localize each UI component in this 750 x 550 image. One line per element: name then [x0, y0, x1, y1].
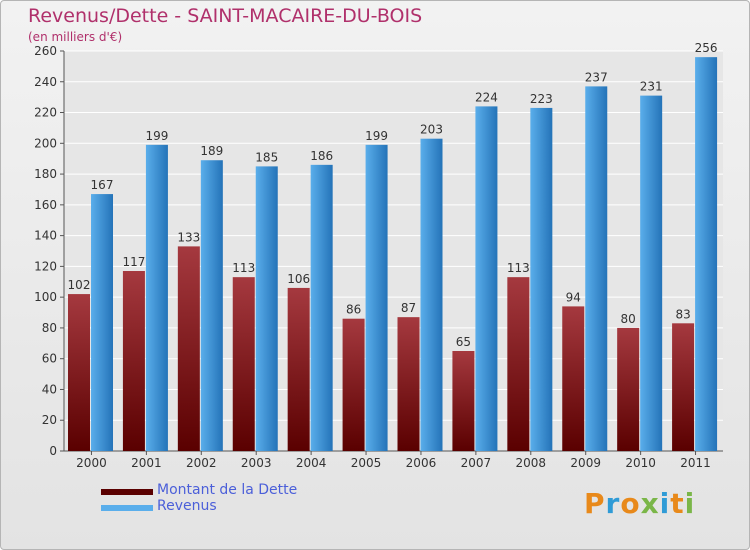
data-label-revenue: 199	[365, 129, 388, 143]
y-tick-label: 260	[34, 44, 57, 58]
logo-letter: x	[640, 487, 660, 520]
logo-letter: t	[670, 487, 685, 520]
x-tick-label: 2008	[516, 456, 547, 470]
bar-revenue	[530, 107, 553, 451]
logo-letter: P	[584, 487, 606, 520]
y-tick-label: 140	[34, 229, 57, 243]
bar-debt	[342, 318, 365, 451]
data-label-debt: 113	[507, 261, 530, 275]
data-labels: 102 167 117 199 133 189 113 185 106 186 86 199 87 203…	[68, 41, 718, 349]
bar-revenue	[365, 144, 388, 451]
bar-debt	[177, 246, 200, 451]
y-tick-label: 220	[34, 106, 57, 120]
data-label-debt: 65	[456, 335, 471, 349]
data-label-debt: 117	[122, 255, 145, 269]
x-tick-label: 2011	[680, 456, 711, 470]
data-label-revenue: 223	[530, 92, 553, 106]
x-tick-label: 2010	[625, 456, 656, 470]
legend-swatch-debt	[101, 489, 153, 495]
y-tick-label: 200	[34, 136, 57, 150]
data-label-revenue: 231	[640, 80, 663, 94]
x-tick-label: 2004	[296, 456, 327, 470]
y-tick-label: 240	[34, 75, 57, 89]
y-tick-label: 60	[42, 352, 57, 366]
x-tick-label: 2003	[241, 456, 272, 470]
proxiti-logo: Proxiti	[584, 487, 695, 520]
bar-debt	[672, 323, 695, 451]
logo-letter: r	[605, 487, 621, 520]
x-tick-label: 2000	[76, 456, 107, 470]
bars	[68, 57, 718, 452]
chart-title: Revenus/Dette - SAINT-MACAIRE-DU-BOIS	[28, 5, 423, 27]
data-label-debt: 83	[675, 307, 690, 321]
x-tick-label: 2006	[406, 456, 437, 470]
legend-label-debt: Montant de la Dette	[157, 482, 298, 498]
y-tick-label: 160	[34, 198, 57, 212]
legend-swatch-revenue	[101, 505, 153, 511]
data-label-debt: 94	[566, 290, 581, 304]
data-label-revenue: 237	[585, 70, 608, 84]
data-label-revenue: 185	[255, 150, 278, 164]
data-label-revenue: 167	[91, 178, 114, 192]
data-label-debt: 87	[401, 301, 416, 315]
bar-revenue	[255, 166, 278, 451]
y-tick-label: 80	[42, 321, 57, 335]
bar-debt	[122, 271, 145, 451]
bar-revenue	[640, 95, 663, 451]
bar-debt	[507, 277, 530, 451]
logo-letter: i	[684, 487, 696, 520]
plot-area	[64, 51, 723, 451]
bar-revenue	[475, 106, 498, 451]
bar-revenue	[695, 57, 718, 452]
bar-revenue	[310, 164, 333, 451]
bar-revenue	[91, 194, 113, 452]
x-tick-label: 2005	[351, 456, 382, 470]
bar-revenue	[585, 86, 608, 451]
y-tick-label: 100	[34, 290, 57, 304]
data-label-debt: 106	[287, 272, 310, 286]
data-label-debt: 113	[232, 261, 255, 275]
logo-letter: o	[620, 487, 641, 520]
y-tick-label: 180	[34, 167, 57, 181]
y-tick-label: 20	[42, 413, 57, 427]
x-axis: 2000 2001 2002 2003 2004 2005 2006 2007 2008 2009…	[76, 451, 711, 470]
bar-debt	[452, 351, 475, 451]
data-label-debt: 86	[346, 303, 361, 317]
bar-debt	[562, 306, 585, 451]
data-label-revenue: 199	[145, 129, 168, 143]
x-tick-label: 2002	[186, 456, 217, 470]
legend-label-revenue: Revenus	[157, 498, 217, 514]
data-label-debt: 133	[177, 230, 200, 244]
bar-revenue	[145, 144, 168, 451]
x-tick-label: 2001	[131, 456, 162, 470]
data-label-debt: 80	[621, 312, 636, 326]
bar-debt	[232, 277, 255, 451]
bar-debt	[617, 327, 640, 451]
data-label-debt: 102	[68, 278, 91, 292]
y-axis: 0 20 40 60 80 100 120 140 160 180 200 220 240 260	[34, 44, 723, 458]
logo-letter: i	[659, 487, 671, 520]
data-label-revenue: 189	[200, 144, 223, 158]
bar-debt	[287, 287, 310, 451]
data-label-revenue: 256	[695, 41, 718, 55]
chart-subtitle: (en milliers d'€)	[28, 30, 123, 44]
y-tick-label: 40	[42, 382, 57, 396]
data-label-revenue: 203	[420, 123, 443, 137]
y-tick-label: 120	[34, 259, 57, 273]
y-tick-label: 0	[49, 444, 57, 458]
bar-debt	[397, 317, 420, 451]
bar-revenue	[200, 160, 223, 451]
x-tick-label: 2009	[570, 456, 601, 470]
grid-lines	[64, 50, 723, 452]
data-label-revenue: 186	[310, 149, 333, 163]
bar-debt	[68, 294, 90, 451]
data-label-revenue: 224	[475, 90, 498, 104]
x-tick-label: 2007	[461, 456, 492, 470]
bar-revenue	[420, 138, 443, 451]
